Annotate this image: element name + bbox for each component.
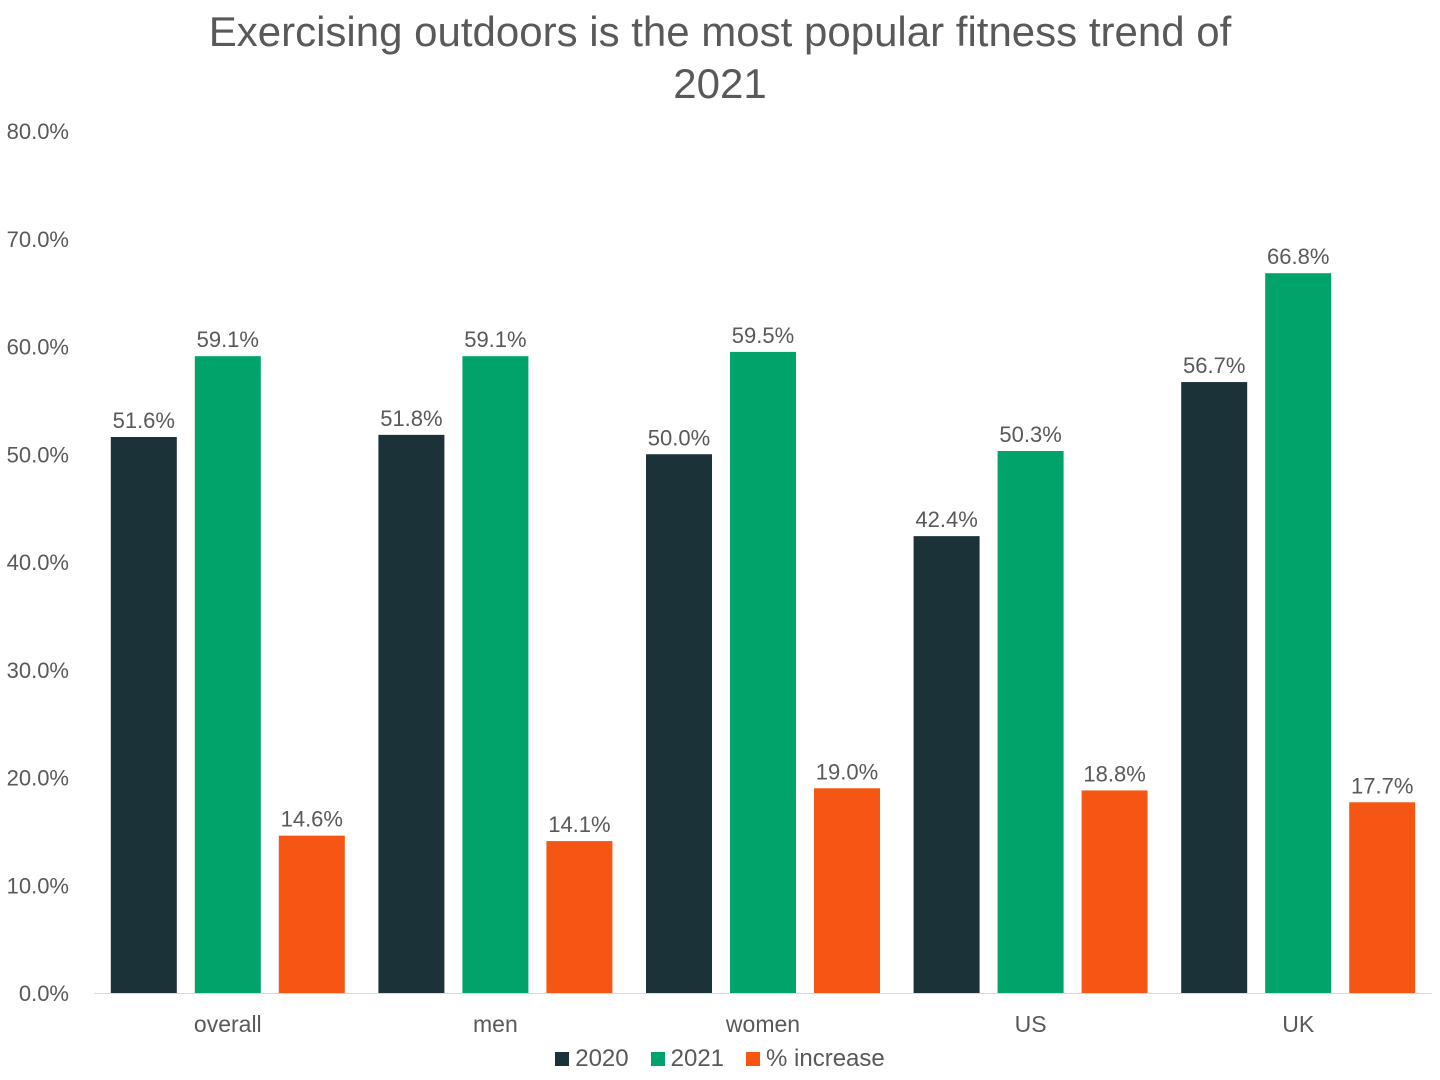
bar-2021 [194,356,261,993]
legend: 2020 2021 % increase [0,1045,1440,1073]
x-tick-label: overall [194,1011,262,1037]
bar-2021 [462,356,529,993]
legend-label: 2020 [575,1045,629,1072]
legend-item: % increase [746,1045,885,1073]
data-label: 42.4% [915,507,977,532]
bar-2020 [110,437,177,993]
data-label: 17.7% [1351,773,1413,798]
data-label: 14.1% [548,812,610,837]
y-tick-label: 0.0% [19,981,69,1006]
legend-item: 2021 [650,1045,725,1073]
data-label: 66.8% [1267,244,1329,269]
legend-label: % increase [766,1045,885,1072]
legend-item: 2020 [555,1045,629,1073]
legend-swatch [650,1052,665,1066]
data-label: 56.7% [1183,353,1245,378]
bar-2020 [378,434,445,994]
y-tick-label: 30.0% [7,658,69,683]
data-label: 51.6% [113,408,175,433]
bar-increase [1081,790,1148,993]
y-tick-label: 60.0% [7,335,69,360]
x-tick-label: women [725,1011,800,1037]
legend-label: 2021 [670,1045,725,1072]
y-tick-label: 40.0% [7,550,69,575]
data-label: 59.1% [197,327,259,352]
data-label: 14.6% [281,807,343,832]
bar-2021 [1265,273,1332,994]
bar-increase [546,841,613,993]
data-label: 59.1% [464,327,526,352]
data-label: 50.3% [999,422,1061,447]
y-tick-label: 80.0% [7,119,69,144]
bar-2020 [646,454,712,993]
data-label: 51.8% [380,406,442,431]
bar-2020 [913,536,980,993]
data-label: 59.5% [732,323,794,348]
bar-2021 [997,451,1064,994]
bar-increase [1349,802,1416,993]
data-label: 18.8% [1083,761,1145,786]
x-tick-label: US [1015,1011,1047,1037]
bar-2020 [1181,382,1248,993]
y-tick-label: 50.0% [7,442,69,467]
chart-title: Exercising outdoors is the most popular … [0,6,1440,110]
x-tick-label: UK [1282,1011,1315,1037]
y-tick-label: 20.0% [7,766,69,791]
bar-2021 [730,351,796,993]
data-label: 50.0% [648,425,710,450]
data-label: 19.0% [816,759,878,784]
bar-increase [278,835,345,993]
x-tick-label: men [473,1011,518,1037]
legend-swatch [746,1052,761,1066]
legend-swatch [555,1052,570,1066]
chart-title-line-2: 2021 [673,60,767,107]
chart-title-line-1: Exercising outdoors is the most popular … [208,8,1232,55]
y-tick-label: 70.0% [7,227,69,252]
bar-increase [814,788,880,993]
y-tick-label: 10.0% [7,873,69,898]
